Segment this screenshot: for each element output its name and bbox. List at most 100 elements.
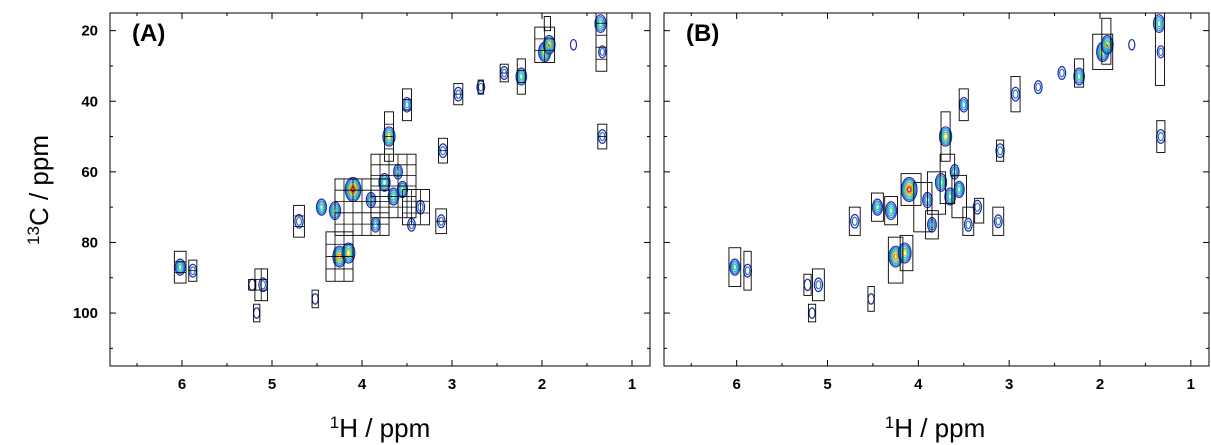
peak-box	[254, 268, 268, 302]
peak-contour	[867, 293, 875, 305]
peak-contour	[317, 200, 326, 214]
peak	[370, 217, 381, 233]
box-outline	[884, 196, 898, 226]
peak-box	[248, 279, 257, 291]
peak	[569, 38, 578, 51]
peak-contour	[730, 260, 740, 274]
box-outline	[743, 250, 752, 291]
box-outline	[939, 153, 956, 205]
peak-contour	[1074, 69, 1084, 84]
peak-contour	[545, 39, 553, 50]
peak-box	[1010, 76, 1021, 113]
box-outline	[807, 303, 817, 323]
peak	[808, 307, 816, 319]
peak-contour	[1035, 82, 1042, 92]
peak-contour	[1104, 39, 1111, 50]
peak-contour	[900, 176, 918, 203]
peak-contour	[873, 200, 882, 214]
peak	[729, 258, 741, 276]
peak	[850, 213, 860, 229]
peak-contour	[907, 186, 912, 193]
peak-contour	[319, 203, 324, 211]
peak-contour	[1012, 89, 1019, 99]
box-outline	[962, 206, 975, 236]
peak-contour	[901, 178, 917, 201]
peak-contour	[887, 205, 895, 217]
peak-contour	[938, 178, 944, 186]
peak-contour	[897, 242, 912, 264]
peak-box	[848, 206, 861, 236]
peak-contour	[1057, 66, 1067, 81]
box-outline	[173, 250, 187, 284]
x-tick-label: 2	[538, 376, 546, 393]
peak-box	[188, 259, 198, 282]
peak-contour	[813, 277, 824, 293]
peak-contour	[944, 187, 956, 206]
peak-box	[477, 79, 484, 95]
peak-contour	[477, 82, 484, 92]
peak-contour	[965, 220, 972, 230]
peak-contour	[871, 198, 884, 216]
peak-contour	[902, 180, 916, 199]
peak	[963, 217, 973, 232]
peak	[884, 201, 898, 221]
box-outline	[477, 79, 484, 95]
peak	[867, 293, 875, 305]
box-outline	[867, 286, 875, 312]
peak-contour	[1073, 67, 1085, 86]
peak-box	[325, 231, 354, 282]
box-outline	[311, 289, 319, 309]
peak-box	[370, 153, 417, 219]
box-outline	[248, 279, 257, 291]
peak	[1156, 45, 1166, 59]
peak-contour	[315, 198, 328, 216]
peak-contour	[294, 213, 304, 229]
plot-frame	[663, 12, 1210, 367]
peak	[900, 176, 918, 203]
peak-contour	[476, 80, 486, 95]
x-tick-label: 6	[178, 376, 186, 393]
peak-contour	[378, 173, 391, 192]
peak-box	[438, 137, 448, 164]
peak-contour	[1076, 73, 1082, 80]
peak-contour	[345, 247, 352, 259]
peak-contour	[901, 247, 909, 259]
peak-contour	[1058, 68, 1065, 78]
peak-contour	[995, 143, 1005, 159]
peak-contour	[960, 99, 968, 111]
peak-contour	[943, 133, 948, 140]
peak-contour	[815, 280, 822, 290]
box-outline	[940, 111, 951, 162]
x-tick-label: 3	[448, 376, 456, 393]
peak-contour	[515, 67, 528, 86]
peak-box	[435, 208, 448, 235]
peak-box	[900, 173, 922, 206]
x-tick-label: 1	[1187, 376, 1195, 393]
peak	[1073, 67, 1085, 86]
peak-contour	[938, 126, 953, 147]
peak-box	[311, 289, 319, 309]
box-outline	[253, 303, 261, 323]
peak-box	[595, 13, 608, 72]
box-outline	[996, 139, 1005, 162]
peak-box	[899, 234, 914, 272]
peak	[315, 198, 328, 216]
peak-contour	[1154, 16, 1164, 32]
peak-box	[1092, 33, 1114, 70]
x-axis-title-b: 1H / ppm	[885, 413, 986, 443]
peak-contour	[942, 131, 949, 142]
x-tick-label: 6	[732, 376, 740, 393]
peak-contour	[174, 258, 186, 276]
peak	[743, 263, 753, 278]
peak-contour	[598, 45, 607, 59]
panel-label: (A)	[132, 20, 165, 47]
peak-contour	[946, 191, 954, 202]
peak-box	[884, 196, 898, 226]
peak-contour	[888, 207, 894, 215]
peak-contour	[729, 258, 741, 276]
peak-contour	[1101, 36, 1113, 53]
peak-box	[402, 189, 430, 226]
x-tick-label: 4	[358, 376, 367, 393]
peak-contour	[898, 244, 911, 262]
peak-contour	[599, 47, 606, 57]
